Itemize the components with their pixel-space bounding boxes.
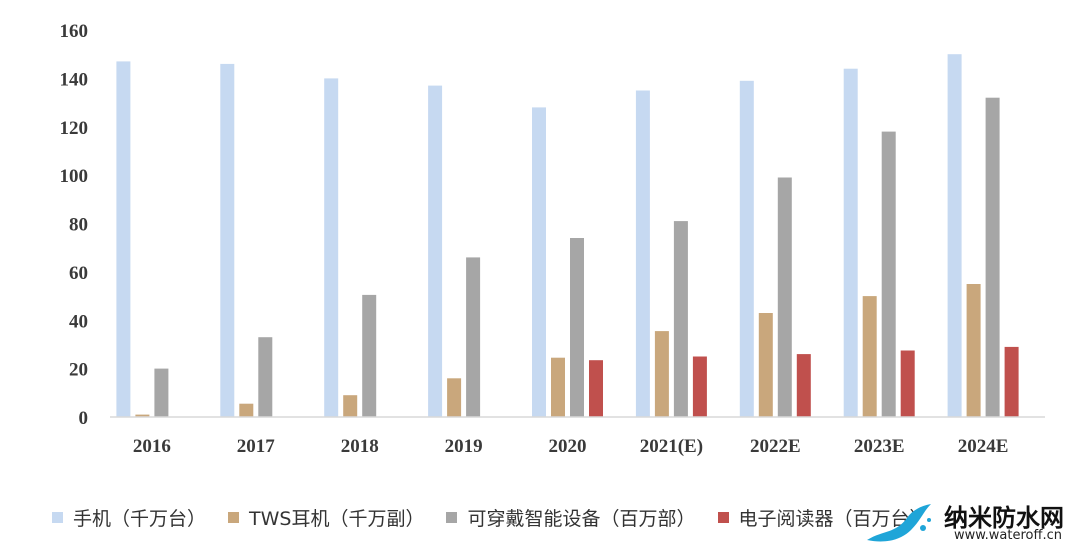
bar	[843, 68, 858, 417]
bar	[135, 414, 150, 417]
legend-item: TWS耳机（千万副）	[228, 504, 424, 531]
y-tick-label: 20	[69, 360, 88, 381]
bar	[777, 177, 792, 417]
legend-swatch	[717, 511, 729, 523]
bar	[900, 350, 915, 417]
bar	[589, 360, 603, 417]
bar	[1004, 346, 1019, 417]
bar	[692, 356, 707, 417]
legend-swatch	[52, 511, 63, 523]
y-tick-label: 140	[60, 69, 89, 90]
bar	[428, 85, 443, 417]
x-axis-ticks: 2016 2017 2018 2019 2020 2021(E) 2022E 2023E 202…	[133, 436, 1009, 457]
bar	[739, 80, 754, 418]
bar	[258, 337, 273, 417]
bar	[985, 97, 1000, 417]
bar	[862, 296, 877, 417]
bar	[466, 257, 481, 417]
legend-label: 电子阅读器（百万台）	[738, 507, 929, 530]
y-tick-label: 120	[60, 118, 89, 139]
legend: 手机（千万台） TWS耳机（千万副） 可穿戴智能设备（百万部） 电子阅读器（百万台）	[52, 502, 951, 532]
bar	[966, 284, 981, 417]
bar	[324, 78, 339, 418]
bar	[654, 331, 669, 417]
x-tick-label: 2019	[445, 436, 483, 457]
legend-item: 可穿戴智能设备（百万部）	[446, 504, 696, 531]
y-tick-label: 0	[79, 408, 89, 429]
bars	[116, 54, 1019, 418]
bar	[947, 54, 962, 417]
bar	[673, 221, 688, 417]
x-tick-label: 2016	[133, 436, 171, 457]
x-tick-label: 2023E	[854, 436, 905, 457]
bar	[570, 238, 584, 417]
legend-swatch	[228, 511, 240, 523]
y-tick-label: 80	[69, 215, 88, 236]
bar	[551, 357, 565, 417]
bar	[362, 294, 377, 417]
x-tick-label: 2017	[237, 436, 276, 457]
x-tick-label: 2021(E)	[640, 436, 703, 457]
bar	[635, 90, 650, 417]
watermark: 纳米防水网 www.wateroff.cn	[865, 498, 1070, 546]
bar	[239, 403, 254, 417]
bar	[758, 313, 773, 417]
bar	[532, 107, 546, 418]
bar	[116, 61, 131, 418]
watermark-url: www.wateroff.cn	[953, 528, 1062, 543]
legend-swatch	[446, 511, 458, 523]
bar	[220, 63, 235, 418]
bar	[154, 368, 169, 417]
water-splash-logo-icon	[867, 504, 931, 542]
y-tick-label: 40	[69, 311, 88, 332]
legend-label: 可穿戴智能设备（百万部）	[467, 507, 696, 530]
y-tick-label: 60	[69, 263, 88, 284]
y-tick-label: 100	[60, 166, 89, 187]
legend-item: 电子阅读器（百万台）	[717, 504, 929, 531]
bar	[796, 354, 811, 417]
x-tick-label: 2024E	[958, 436, 1009, 457]
bar	[447, 378, 462, 417]
x-tick-label: 2022E	[750, 436, 801, 457]
x-tick-label: 2018	[341, 436, 379, 457]
legend-label: TWS耳机（千万副）	[249, 507, 425, 530]
x-tick-label: 2020	[549, 436, 587, 457]
y-axis-ticks: 0 20 40 60 80 100 120 140 160	[60, 21, 89, 429]
bar	[343, 395, 358, 417]
legend-item: 手机（千万台）	[52, 504, 206, 531]
watermark-title: 纳米防水网	[944, 504, 1064, 532]
legend-label: 手机（千万台）	[73, 507, 207, 530]
y-tick-label: 160	[60, 21, 89, 42]
bar	[881, 131, 896, 417]
